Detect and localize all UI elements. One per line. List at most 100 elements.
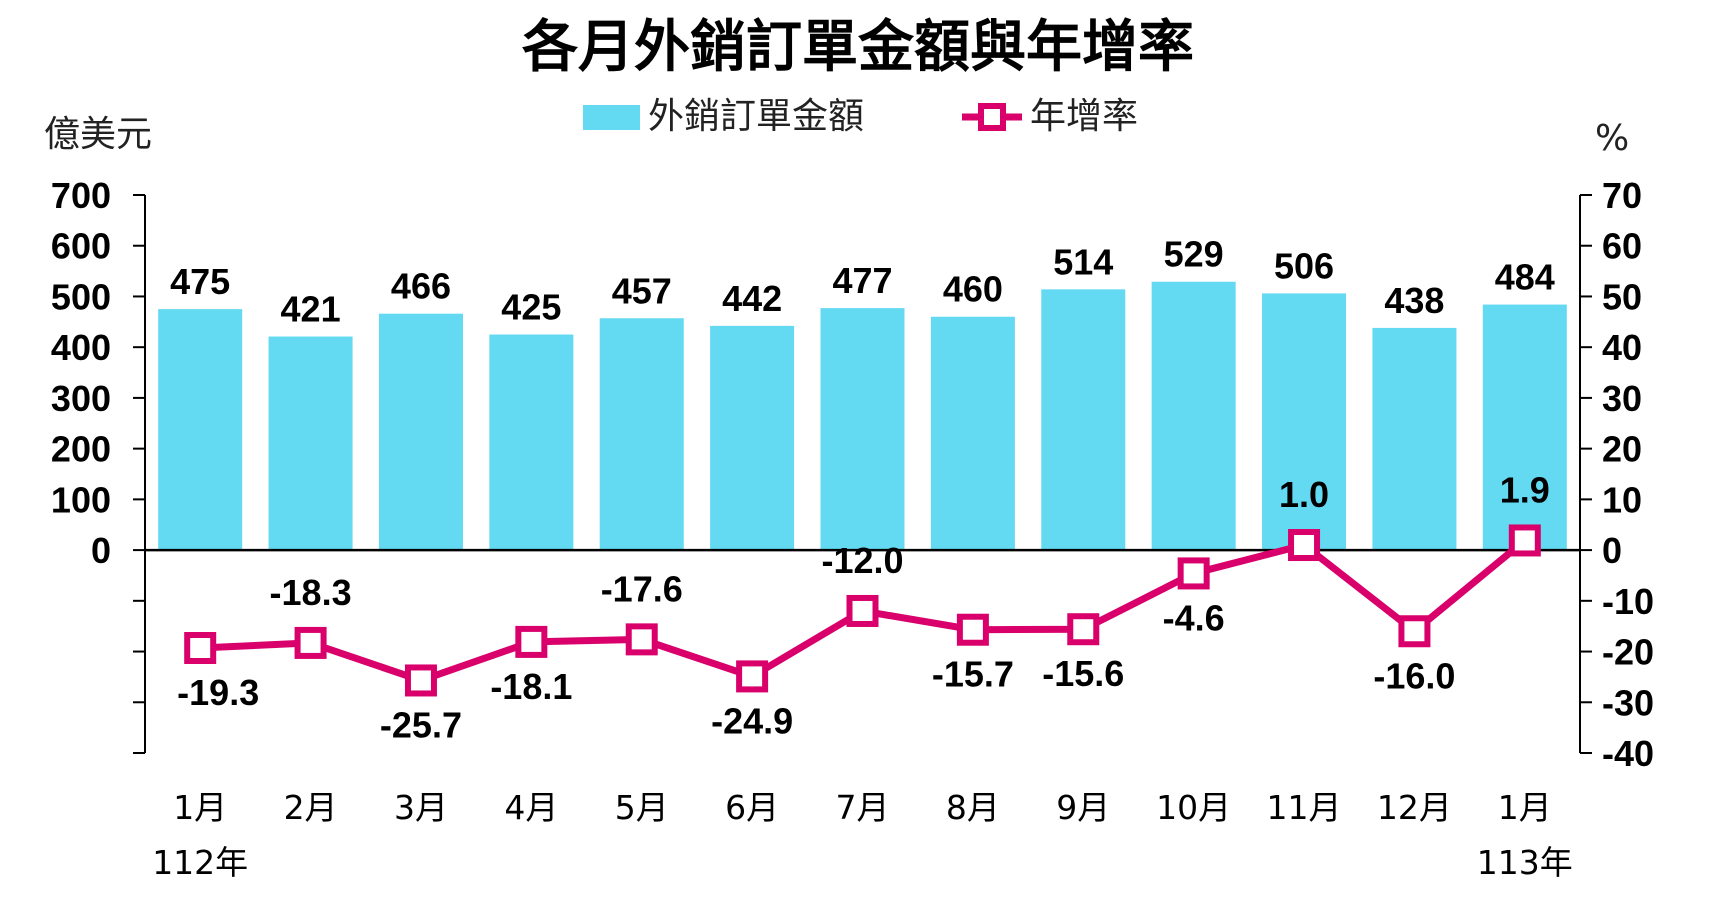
rate-value-label: -24.9 — [711, 700, 793, 741]
bar — [1262, 293, 1347, 551]
right-axis-tick-label: 40 — [1602, 327, 1642, 368]
rate-point — [515, 625, 548, 658]
rate-value-label: 1.9 — [1500, 469, 1550, 510]
bar — [268, 336, 353, 551]
legend-line-label: 年增率 — [1030, 96, 1138, 137]
rate-point — [1177, 557, 1210, 590]
bar-value-label: 484 — [1495, 257, 1555, 298]
right-axis-tick-label: -10 — [1602, 581, 1654, 622]
bar-value-label: 514 — [1053, 241, 1113, 282]
bar — [599, 318, 684, 551]
bar — [710, 325, 795, 551]
x-year-label: 112年 — [152, 843, 248, 882]
left-axis-tick-label: 0 — [91, 530, 111, 571]
rate-point — [956, 613, 989, 646]
bar-value-label: 466 — [391, 266, 451, 307]
bar — [158, 309, 243, 551]
x-category-label: 1月 — [173, 788, 227, 827]
rate-value-label: -17.6 — [601, 568, 683, 609]
x-category-label: 6月 — [725, 788, 779, 827]
left-axis-tick-label: 300 — [51, 378, 111, 419]
bar — [378, 313, 463, 551]
bar — [1372, 327, 1457, 551]
legend: 外銷訂單金額 年增率 — [583, 96, 1138, 137]
right-axis-tick-label: -30 — [1602, 682, 1654, 723]
rate-value-label: -12.0 — [821, 540, 903, 581]
right-axis-tick-label: 10 — [1602, 479, 1642, 520]
x-year-label: 113年 — [1477, 843, 1573, 882]
bar-series: 475 421 466 425 457 442 477 460 514 529 506 438 484 — [158, 234, 1567, 551]
x-category-label: 11月 — [1267, 788, 1342, 827]
legend-line-marker — [978, 103, 1006, 131]
rate-value-label: -25.7 — [380, 704, 462, 745]
rate-value-label: -19.3 — [177, 672, 259, 713]
rate-value-label: 1.0 — [1279, 474, 1329, 515]
left-axis-tick-label: 100 — [51, 479, 111, 520]
right-axis-tick-label: 0 — [1602, 530, 1622, 571]
bar-value-label: 425 — [501, 287, 561, 328]
rate-point — [184, 631, 217, 664]
bar-value-label: 460 — [943, 269, 1003, 310]
right-axis-tick-label: -20 — [1602, 632, 1654, 673]
left-axis-tick-label: 500 — [51, 276, 111, 317]
left-axis: 700 600 500 400 300 200 100 0 — [51, 175, 146, 754]
right-axis-tick-label: 50 — [1602, 276, 1642, 317]
bar-value-label: 457 — [612, 270, 672, 311]
x-category-label: 4月 — [504, 788, 558, 827]
left-axis-tick-label: 200 — [51, 429, 111, 470]
rate-point — [1508, 524, 1541, 557]
right-axis-unit: % — [1595, 118, 1629, 159]
bar — [1041, 289, 1126, 551]
bar-value-label: 506 — [1274, 245, 1334, 286]
legend-bar-label: 外銷訂單金額 — [648, 96, 864, 137]
bar-value-label: 421 — [281, 289, 341, 330]
right-axis-tick-label: 30 — [1602, 378, 1642, 419]
rate-value-label: -18.3 — [270, 572, 352, 613]
left-axis-unit: 億美元 — [44, 114, 152, 155]
rate-value-label: -4.6 — [1163, 597, 1225, 638]
chart-title: 各月外銷訂單金額與年增率 — [522, 14, 1194, 80]
bar-value-label: 475 — [170, 261, 230, 302]
right-axis-tick-label: 60 — [1602, 226, 1642, 267]
right-axis: 70 60 50 40 30 20 10 0 -10 -20 -30 -40 — [1579, 175, 1654, 774]
x-category-label: 12月 — [1377, 788, 1452, 827]
rate-point — [846, 594, 879, 627]
x-category-label: 3月 — [394, 788, 448, 827]
rate-point — [1288, 529, 1321, 562]
rate-point — [625, 623, 658, 656]
rate-value-label: -16.0 — [1373, 655, 1455, 696]
right-axis-tick-label: 20 — [1602, 429, 1642, 470]
x-category-label: 8月 — [946, 788, 1000, 827]
bar — [930, 316, 1015, 551]
bar-value-label: 442 — [722, 278, 782, 319]
x-category-label: 9月 — [1056, 788, 1110, 827]
left-axis-tick-label: 700 — [51, 175, 111, 216]
bar-value-label: 529 — [1164, 234, 1224, 275]
rate-point — [404, 664, 437, 697]
rate-point — [1398, 615, 1431, 648]
rate-value-label: -18.1 — [490, 666, 572, 707]
x-category-label: 1月 — [1498, 788, 1552, 827]
x-category-label: 10月 — [1156, 788, 1231, 827]
bar — [820, 308, 905, 551]
rate-point — [1067, 613, 1100, 646]
left-axis-tick-label: 400 — [51, 327, 111, 368]
bar-value-label: 477 — [832, 260, 892, 301]
bar — [489, 334, 574, 551]
bar — [1482, 304, 1567, 551]
left-axis-tick-label: 600 — [51, 226, 111, 267]
x-category-label: 7月 — [836, 788, 890, 827]
rate-value-label: -15.6 — [1042, 653, 1124, 694]
right-axis-tick-label: 70 — [1602, 175, 1642, 216]
rate-point — [294, 626, 327, 659]
bar — [1151, 281, 1236, 551]
right-axis-tick-label: -40 — [1602, 733, 1654, 774]
bar-value-label: 438 — [1384, 280, 1444, 321]
x-axis: 1月 2月 3月 4月 5月 6月 7月 8月 9月 10月 11月 12月 1月 112年 113年 — [152, 788, 1573, 882]
x-category-label: 2月 — [284, 788, 338, 827]
line-series: -19.3 -18.3 -25.7 -18.1 -17.6 -24.9 -12.0 -15.7… — [177, 469, 1550, 745]
rate-value-label: -15.7 — [932, 654, 1014, 695]
x-category-label: 5月 — [615, 788, 669, 827]
